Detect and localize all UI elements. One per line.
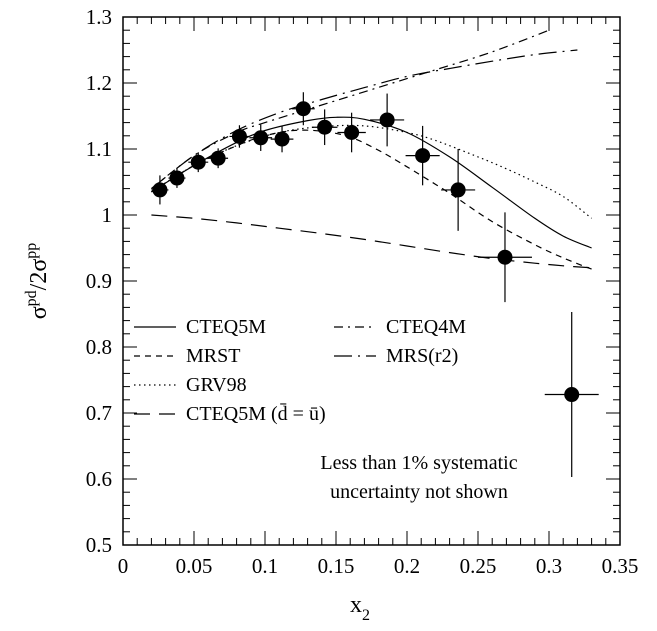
x-tick-label: 0.25 bbox=[460, 554, 497, 578]
data-point bbox=[274, 131, 290, 147]
curve-cteq5m bbox=[151, 116, 592, 249]
y-tick-label: 0.8 bbox=[86, 335, 112, 359]
annotation: Less than 1% systematic uncertainty not … bbox=[320, 452, 517, 503]
legend-left-2-label: GRV98 bbox=[186, 374, 247, 396]
axis-ticks bbox=[122, 16, 621, 546]
data-point bbox=[564, 387, 580, 403]
data-points bbox=[151, 92, 599, 478]
x-tick-label: 0.3 bbox=[536, 554, 562, 578]
data-point bbox=[253, 130, 269, 146]
x-axis-title-sub: 2 bbox=[362, 607, 370, 624]
data-point bbox=[295, 101, 311, 117]
y-tick-label: 0.6 bbox=[86, 467, 112, 491]
annotation-line-1: Less than 1% systematic bbox=[320, 452, 517, 474]
x-tick-label: 0.15 bbox=[318, 554, 355, 578]
x-tick-label: 0.2 bbox=[394, 554, 420, 578]
legend-right-1-label: MRS(r2) bbox=[386, 345, 458, 367]
data-point bbox=[210, 150, 226, 166]
annotation-line-2: uncertainty not shown bbox=[330, 481, 508, 503]
y-tick-label: 0.9 bbox=[86, 269, 112, 293]
y-axis-title-mid: /2σ bbox=[26, 259, 52, 291]
data-point bbox=[450, 182, 466, 198]
legend-right-0-label: CTEQ4M bbox=[386, 316, 466, 338]
data-point bbox=[190, 154, 206, 170]
data-point bbox=[344, 125, 360, 140]
data-point bbox=[152, 182, 168, 198]
y-tick-labels: 0.5 0.6 0.7 0.8 0.9 1 1.1 1.2 1.3 bbox=[86, 5, 112, 557]
x-tick-labels: 0 0.05 0.1 0.15 0.2 0.25 0.3 0.35 bbox=[118, 554, 639, 578]
y-tick-label: 0.7 bbox=[86, 401, 112, 425]
x-tick-label: 0.05 bbox=[176, 554, 213, 578]
curve-cteq4m bbox=[151, 29, 550, 190]
y-axis-title-sigma: σ bbox=[26, 306, 52, 319]
data-point bbox=[231, 128, 247, 144]
y-axis-title-sup2: pp bbox=[23, 243, 40, 259]
theory-curves bbox=[151, 29, 592, 270]
y-tick-label: 1.3 bbox=[86, 5, 112, 29]
data-point bbox=[415, 148, 431, 164]
legend-left-0-label: CTEQ5M bbox=[186, 316, 266, 338]
y-tick-label: 1.2 bbox=[86, 71, 112, 95]
data-point bbox=[169, 170, 185, 186]
x-axis-title: x2 bbox=[350, 592, 370, 624]
y-tick-label: 1.1 bbox=[86, 137, 112, 161]
data-point bbox=[497, 249, 513, 265]
y-axis-title: σpd/2σpp bbox=[23, 243, 52, 320]
y-tick-label: 1 bbox=[102, 203, 113, 227]
data-point bbox=[317, 119, 333, 135]
x-axis-title-main: x bbox=[350, 592, 362, 618]
x-tick-label: 0.1 bbox=[252, 554, 278, 578]
curve-mrs-r2 bbox=[151, 49, 578, 190]
legend-left-1-label: MRST bbox=[186, 345, 240, 367]
x-tick-label: 0.35 bbox=[602, 554, 639, 578]
x-tick-label: 0 bbox=[118, 554, 129, 578]
data-point bbox=[379, 112, 395, 128]
legend: CTEQ5M MRST GRV98 CTEQ5M (d̄ = ū) CTEQ4M MRS… bbox=[134, 316, 466, 425]
legend-left-3-label: CTEQ5M (d̄ = ū) bbox=[186, 402, 326, 425]
y-tick-label: 0.5 bbox=[86, 533, 112, 557]
curve-cteq5m-d-u bbox=[151, 214, 592, 269]
y-axis-title-sup1: pd bbox=[23, 290, 40, 306]
curve-grv98 bbox=[151, 124, 592, 219]
